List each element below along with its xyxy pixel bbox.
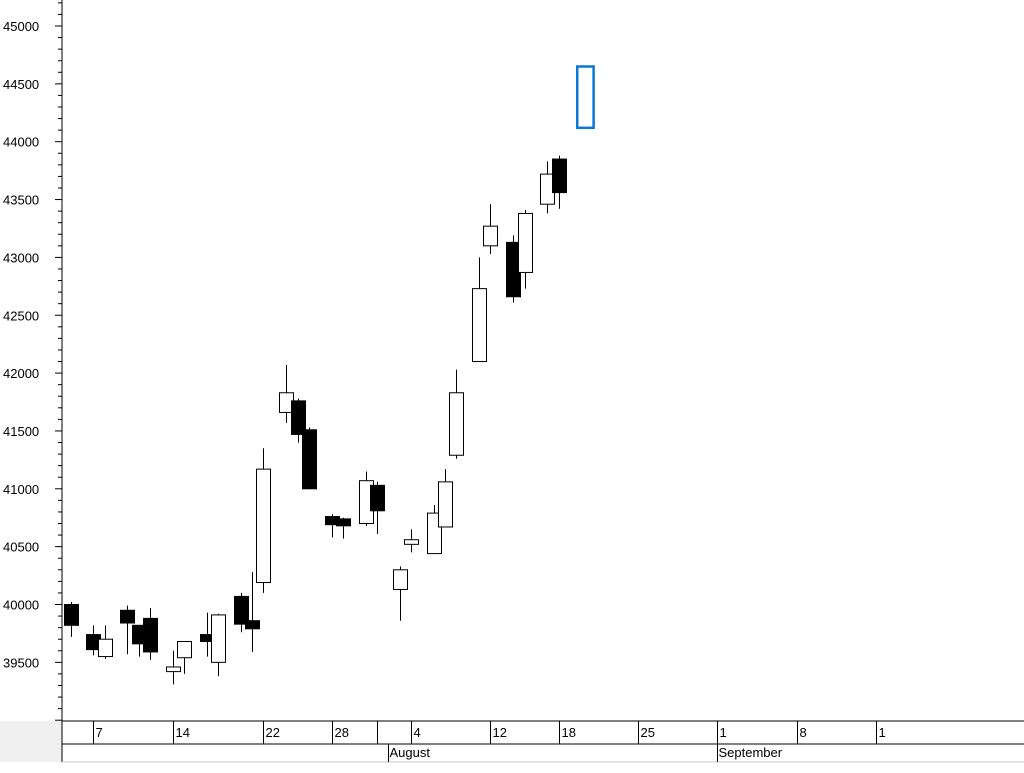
candle <box>211 613 226 677</box>
candle <box>302 427 317 490</box>
y-tick-label: 41000 <box>3 482 39 497</box>
y-tick-label: 40000 <box>3 598 39 613</box>
y-tick-label: 42500 <box>3 308 39 323</box>
candle <box>393 566 408 621</box>
candle <box>438 469 453 528</box>
x-tick-label: 22 <box>266 725 280 740</box>
candle <box>449 369 464 459</box>
axis-corner <box>0 721 62 762</box>
x-tick-label: 7 <box>96 725 103 740</box>
candle <box>245 572 260 652</box>
candle <box>483 204 498 254</box>
candle-body-down <box>234 595 249 625</box>
y-tick-label: 42000 <box>3 366 39 381</box>
candle-body-up <box>256 468 271 584</box>
candle-body-down <box>143 617 158 653</box>
x-axis-background <box>62 721 1024 762</box>
x-tick-label: 12 <box>493 725 507 740</box>
candle-body-up <box>404 539 419 545</box>
y-axis-background <box>0 0 62 721</box>
x-tick-label: 14 <box>176 725 190 740</box>
x-tick-label: 1 <box>879 725 886 740</box>
candle <box>166 650 181 685</box>
candle <box>234 592 249 633</box>
candle <box>98 625 113 659</box>
candle <box>518 209 533 289</box>
candles <box>64 155 567 685</box>
candle <box>404 529 419 553</box>
candle <box>370 481 385 534</box>
candle-body-down <box>64 604 79 626</box>
month-label: September <box>719 745 783 760</box>
candle-body-up <box>518 212 533 273</box>
candle <box>256 448 271 593</box>
x-tick-label: 18 <box>562 725 576 740</box>
y-tick-label: 40500 <box>3 540 39 555</box>
candle <box>472 257 487 363</box>
y-tick-label: 41500 <box>3 424 39 439</box>
x-tick-label: 8 <box>800 725 807 740</box>
y-tick-label: 39500 <box>3 655 39 670</box>
selection-marker <box>576 65 595 130</box>
y-tick-label: 43500 <box>3 193 39 208</box>
x-tick-label: 4 <box>414 725 421 740</box>
candle <box>552 155 567 209</box>
candle-body-down <box>336 518 351 527</box>
candle-body-up <box>98 638 113 658</box>
candle-body-down <box>370 484 385 512</box>
candle <box>336 517 351 539</box>
candle <box>86 625 101 656</box>
candle <box>540 161 555 214</box>
candle-body-down <box>120 609 135 624</box>
candle-body-down <box>245 620 260 630</box>
x-tick-label: 25 <box>641 725 655 740</box>
candle-body-up <box>177 641 192 659</box>
y-axis: 39500 40000 40500 41000 41500 42000 42500 43000… <box>3 0 63 762</box>
candle <box>291 398 306 443</box>
x-tick-label: 28 <box>335 725 349 740</box>
candle <box>143 607 158 661</box>
candle <box>506 235 521 303</box>
y-tick-label: 45000 <box>3 19 39 34</box>
x-tick-label: 1 <box>720 725 727 740</box>
candle-body-down <box>291 400 306 435</box>
candle <box>120 605 135 655</box>
candle <box>177 641 192 674</box>
candle-body-up <box>393 569 408 590</box>
candle <box>64 602 79 637</box>
candle-body-up <box>166 666 181 673</box>
candle-body-up <box>483 225 498 247</box>
candle-body-down <box>302 429 317 490</box>
candle-body-down <box>552 158 567 194</box>
candle-body-up <box>211 614 226 663</box>
month-label: August <box>390 745 431 760</box>
selection-rectangle <box>576 65 595 130</box>
candle-body-up <box>472 288 487 363</box>
y-tick-label: 44500 <box>3 77 39 92</box>
y-tick-label: 44000 <box>3 135 39 150</box>
candle-body-up <box>438 481 453 528</box>
candle-body-up <box>449 392 464 456</box>
y-tick-label: 43000 <box>3 250 39 265</box>
